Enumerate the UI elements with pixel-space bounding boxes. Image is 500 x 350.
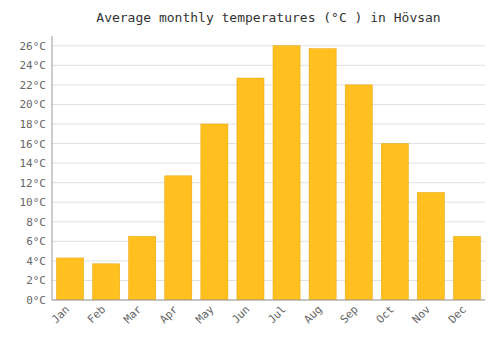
- bar: [453, 236, 480, 300]
- y-tick-label: 18°C: [20, 118, 47, 131]
- bar: [93, 264, 120, 300]
- y-tick-label: 8°C: [26, 216, 46, 229]
- bar: [345, 85, 372, 300]
- x-tick-label: Feb: [85, 303, 108, 326]
- grid-line: [52, 104, 485, 105]
- bar: [381, 144, 408, 300]
- grid-line: [52, 124, 485, 125]
- y-tick-label: 10°C: [20, 196, 47, 209]
- bar: [237, 78, 264, 300]
- grid-line: [52, 84, 485, 85]
- y-tick-label: 22°C: [20, 79, 47, 92]
- bar: [273, 46, 300, 300]
- y-tick-label: 4°C: [26, 255, 46, 268]
- x-tick-label: Sep: [338, 303, 361, 326]
- y-tick-label: 6°C: [26, 235, 46, 248]
- y-tick-label: 24°C: [20, 59, 47, 72]
- grid-line: [52, 65, 485, 66]
- grid-line: [52, 163, 485, 164]
- x-tick-label: Mar: [121, 303, 145, 327]
- y-tick-label: 26°C: [20, 40, 47, 53]
- grid-line: [52, 182, 485, 183]
- x-tick-label: Jun: [229, 303, 252, 326]
- x-tick-label: Dec: [446, 303, 469, 326]
- y-tick-label: 14°C: [20, 157, 47, 170]
- y-tick-label: 16°C: [20, 138, 47, 151]
- y-axis-line: [52, 36, 53, 300]
- grid: [52, 46, 485, 300]
- title: Average monthly temperatures (°C ) in Hö…: [96, 10, 440, 25]
- x-tick-label: May: [193, 303, 217, 327]
- x-tick-label: Jul: [265, 303, 288, 326]
- y-tick-label: 20°C: [20, 98, 47, 111]
- bar: [309, 49, 336, 300]
- x-axis-line: [52, 300, 485, 301]
- y-tick-label: 12°C: [20, 177, 47, 190]
- bar: [165, 176, 192, 300]
- bar: [417, 192, 444, 300]
- chart: Average monthly temperatures (°C ) in Hö…: [0, 0, 500, 350]
- x-tick-label: Aug: [302, 303, 325, 326]
- x-tick-label: Nov: [410, 303, 434, 327]
- grid-line: [52, 300, 485, 301]
- bar: [201, 124, 228, 300]
- x-tick-label: Apr: [157, 303, 181, 327]
- y-tick-label: 0°C: [26, 294, 46, 307]
- grid-line: [52, 45, 485, 46]
- grid-line: [52, 143, 485, 144]
- bar: [57, 258, 84, 300]
- x-tick-label: Oct: [374, 303, 397, 326]
- x-tick-label: Jan: [49, 303, 72, 326]
- bar: [129, 236, 156, 300]
- bars: [57, 46, 481, 300]
- y-tick-label: 2°C: [26, 274, 46, 287]
